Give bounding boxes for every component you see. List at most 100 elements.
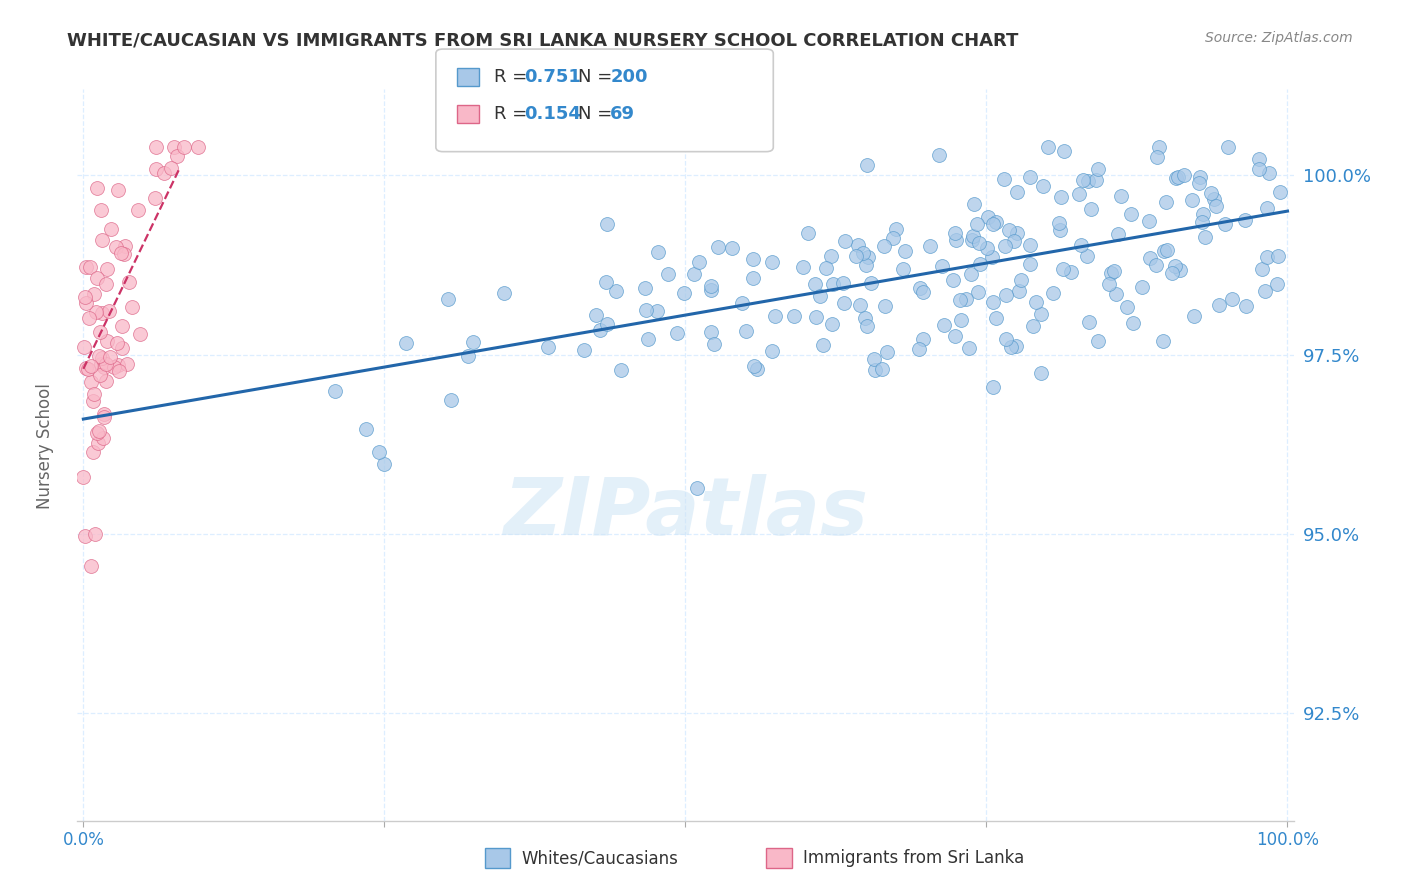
Point bbox=[1220, 292, 1243, 306]
Point bbox=[463, 334, 485, 349]
Point bbox=[943, 226, 966, 240]
Point bbox=[792, 260, 814, 274]
Point bbox=[1256, 250, 1278, 264]
Point bbox=[811, 337, 834, 351]
Point bbox=[977, 210, 1000, 224]
Point bbox=[1004, 234, 1026, 248]
Point bbox=[367, 445, 389, 459]
Text: ZIPatlas: ZIPatlas bbox=[503, 475, 868, 552]
Point bbox=[1052, 261, 1074, 276]
Point bbox=[585, 308, 607, 322]
Point bbox=[494, 286, 516, 301]
Point bbox=[873, 239, 896, 253]
Point bbox=[82, 394, 104, 409]
Point bbox=[665, 326, 688, 341]
Point bbox=[104, 240, 127, 254]
Point bbox=[981, 295, 1004, 310]
Point bbox=[849, 298, 872, 312]
Point bbox=[804, 310, 827, 325]
Point bbox=[1018, 238, 1040, 252]
Point bbox=[1042, 286, 1064, 301]
Point bbox=[932, 318, 955, 332]
Point bbox=[118, 275, 141, 289]
Point bbox=[1137, 213, 1160, 227]
Point bbox=[797, 227, 820, 241]
Point bbox=[1234, 299, 1257, 313]
Point bbox=[981, 250, 1004, 264]
Point bbox=[957, 341, 980, 355]
Point bbox=[1257, 166, 1279, 180]
Point bbox=[1182, 309, 1205, 323]
Point bbox=[574, 343, 596, 357]
Point bbox=[949, 293, 972, 308]
Point bbox=[605, 284, 627, 298]
Point bbox=[1156, 244, 1178, 258]
Point bbox=[80, 359, 103, 374]
Point bbox=[1087, 334, 1109, 348]
Point bbox=[994, 239, 1017, 253]
Point bbox=[893, 244, 915, 258]
Point bbox=[984, 214, 1007, 228]
Point bbox=[1130, 280, 1153, 294]
Point bbox=[1122, 316, 1144, 330]
Point bbox=[1049, 222, 1071, 236]
Point bbox=[1144, 258, 1167, 272]
Point bbox=[91, 306, 114, 320]
Point bbox=[79, 559, 101, 574]
Point bbox=[981, 379, 1004, 393]
Point bbox=[928, 148, 950, 162]
Text: Source: ZipAtlas.com: Source: ZipAtlas.com bbox=[1205, 31, 1353, 45]
Point bbox=[865, 363, 887, 377]
Point bbox=[105, 335, 128, 350]
Point bbox=[969, 257, 991, 271]
Point bbox=[145, 161, 167, 176]
Point bbox=[1167, 170, 1189, 185]
Point bbox=[960, 233, 983, 247]
Point bbox=[89, 425, 111, 439]
Point bbox=[870, 362, 893, 376]
Point bbox=[86, 425, 108, 440]
Point bbox=[634, 302, 657, 317]
Point bbox=[1188, 177, 1211, 191]
Point bbox=[832, 296, 855, 310]
Point bbox=[910, 280, 932, 294]
Point bbox=[855, 258, 877, 272]
Point bbox=[761, 255, 783, 269]
Point bbox=[90, 203, 112, 218]
Point bbox=[162, 139, 184, 153]
Point bbox=[1053, 144, 1076, 158]
Point bbox=[89, 368, 111, 382]
Point bbox=[918, 239, 941, 253]
Point bbox=[783, 310, 806, 324]
Point bbox=[845, 249, 868, 263]
Point bbox=[1247, 153, 1270, 167]
Point bbox=[72, 469, 94, 483]
Point bbox=[75, 360, 97, 375]
Point bbox=[942, 273, 965, 287]
Point bbox=[960, 267, 983, 281]
Point bbox=[1032, 178, 1054, 193]
Point bbox=[1080, 202, 1102, 216]
Point bbox=[945, 233, 967, 247]
Point bbox=[863, 352, 886, 367]
Point bbox=[112, 247, 135, 261]
Point bbox=[1199, 186, 1222, 200]
Point bbox=[103, 360, 125, 375]
Point bbox=[911, 332, 934, 346]
Point bbox=[1254, 285, 1277, 299]
Point bbox=[742, 359, 765, 374]
Point bbox=[1194, 229, 1216, 244]
Point bbox=[969, 236, 991, 251]
Point bbox=[107, 358, 129, 372]
Point bbox=[1047, 216, 1070, 230]
Point bbox=[75, 296, 97, 310]
Point bbox=[1076, 249, 1098, 263]
Point bbox=[83, 287, 105, 301]
Point bbox=[1152, 334, 1174, 349]
Point bbox=[90, 357, 112, 371]
Text: 0.751: 0.751 bbox=[524, 68, 581, 86]
Point bbox=[703, 336, 725, 351]
Point bbox=[114, 239, 136, 253]
Point bbox=[647, 245, 669, 260]
Point bbox=[1270, 185, 1292, 199]
